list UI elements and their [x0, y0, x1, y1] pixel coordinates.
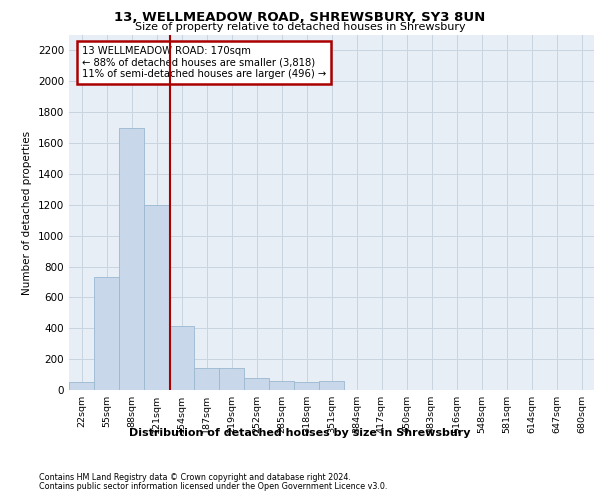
Bar — [319, 380, 344, 390]
Bar — [219, 368, 244, 390]
Text: Distribution of detached houses by size in Shrewsbury: Distribution of detached houses by size … — [129, 428, 471, 438]
Bar — [194, 368, 219, 390]
Bar — [244, 378, 269, 390]
Text: Contains HM Land Registry data © Crown copyright and database right 2024.: Contains HM Land Registry data © Crown c… — [39, 472, 351, 482]
Text: 13, WELLMEADOW ROAD, SHREWSBURY, SY3 8UN: 13, WELLMEADOW ROAD, SHREWSBURY, SY3 8UN — [115, 11, 485, 24]
Bar — [269, 380, 294, 390]
Bar — [69, 382, 94, 390]
Bar — [294, 382, 319, 390]
Bar — [119, 128, 144, 390]
Text: Contains public sector information licensed under the Open Government Licence v3: Contains public sector information licen… — [39, 482, 388, 491]
Bar — [169, 326, 194, 390]
Bar — [144, 205, 169, 390]
Text: Size of property relative to detached houses in Shrewsbury: Size of property relative to detached ho… — [134, 22, 466, 32]
Text: 13 WELLMEADOW ROAD: 170sqm
← 88% of detached houses are smaller (3,818)
11% of s: 13 WELLMEADOW ROAD: 170sqm ← 88% of deta… — [82, 46, 326, 79]
Bar — [94, 278, 119, 390]
Y-axis label: Number of detached properties: Number of detached properties — [22, 130, 32, 294]
